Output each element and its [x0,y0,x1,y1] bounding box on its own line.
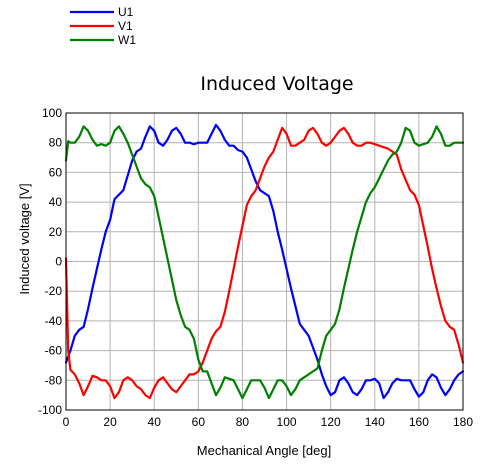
y-tick-label: -60 [45,344,63,358]
x-tick-label: 100 [277,415,297,429]
x-tick-label: 40 [148,415,162,429]
y-tick-label: -80 [45,373,63,387]
x-tick-label: 60 [192,415,206,429]
x-tick-label: 80 [236,415,250,429]
x-tick-label: 160 [409,415,429,429]
x-tick-labels: 0 20 40 60 80 100 120 140 160 180 [63,415,474,429]
y-tick-label: 60 [49,165,63,179]
x-tick-label: 180 [453,415,473,429]
y-tick-labels: -100 -80 -60 -40 -20 0 20 40 60 80 100 [38,106,62,417]
y-tick-label: 100 [42,106,62,120]
chart-title: Induced Voltage [200,73,353,95]
legend-label-u1: U1 [118,5,134,19]
legend-label-v1: V1 [118,19,133,33]
y-axis-label: Induced voltage [V] [17,183,32,294]
plot-frame [65,112,464,411]
x-tick-label: 0 [63,415,70,429]
y-tick-label: 0 [55,255,62,269]
legend-label-w1: W1 [118,33,136,47]
y-tick-label: -40 [45,314,63,328]
y-tick-label: 80 [49,136,63,150]
y-tick-label: 40 [49,195,63,209]
x-tick-label: 140 [365,415,385,429]
series-line-v1 [64,126,465,400]
y-tick-label: 20 [49,225,63,239]
x-axis-label: Mechanical Angle [deg] [197,443,331,458]
series-line-w1 [64,125,465,400]
y-tick-label: -20 [45,284,63,298]
series-group [64,123,465,400]
series-line-u1 [64,123,465,400]
y-tick-label: -100 [38,403,62,417]
x-tick-label: 120 [321,415,341,429]
x-tick-label: 20 [103,415,117,429]
grid [66,113,463,410]
